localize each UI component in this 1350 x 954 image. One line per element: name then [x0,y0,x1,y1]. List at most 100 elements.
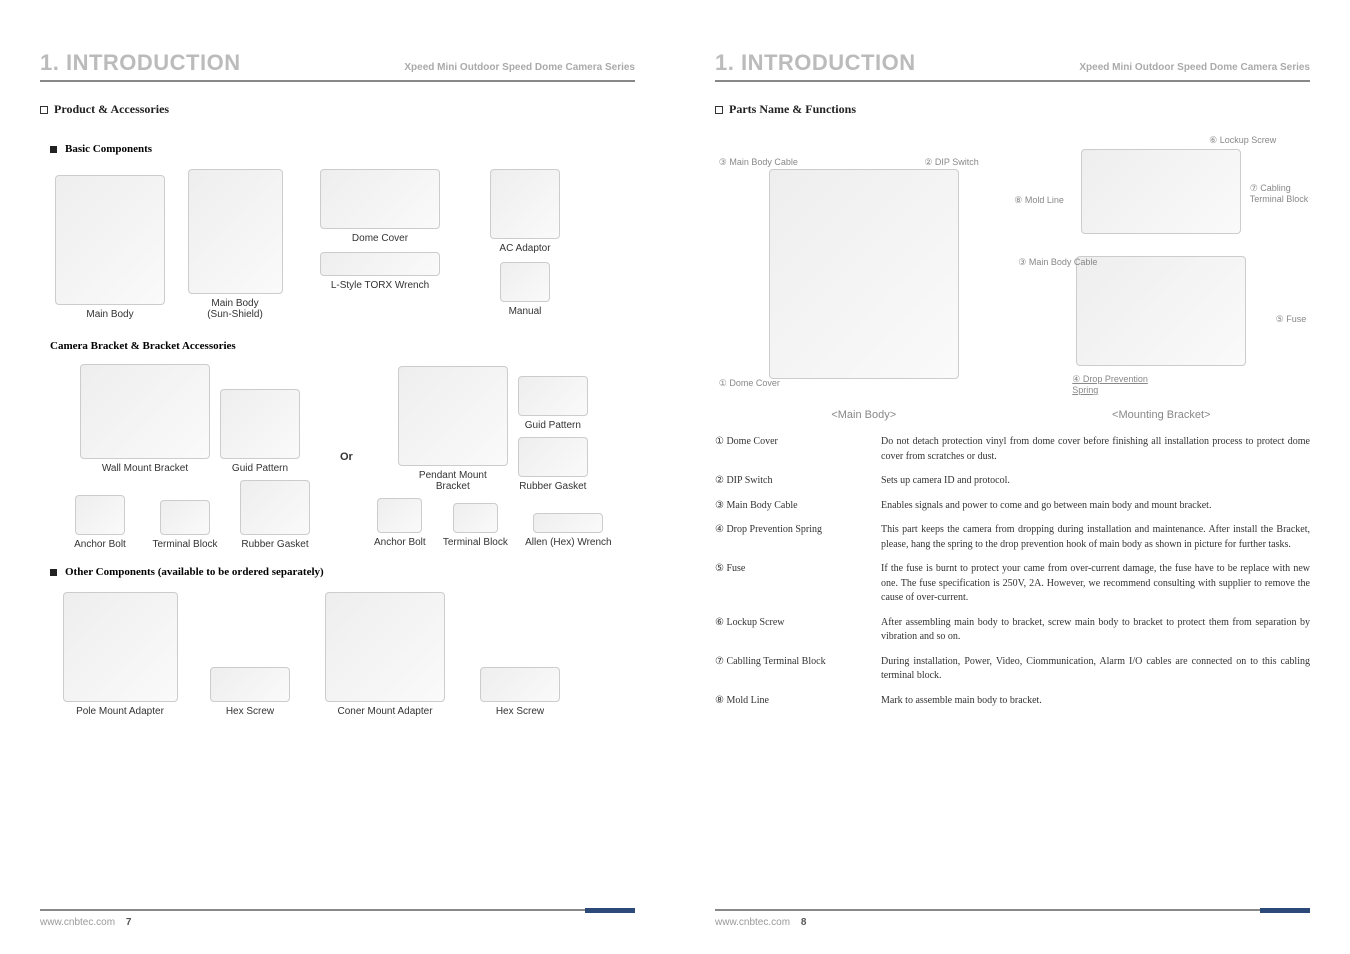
section-head-parts: Parts Name & Functions [715,102,1310,117]
basic-components-row: Main Body Main Body (Sun-Shield) Dome Co… [50,169,625,320]
anchor-bolt-label: Anchor Bolt [74,539,126,550]
or-label: Or [340,451,353,463]
anchor-bolt-2-label: Anchor Bolt [374,537,426,548]
part-name: ⑧ Mold Line [715,694,865,709]
caption-mounting-bracket: <Mounting Bracket> [1016,409,1306,421]
series-title: Xpeed Mini Outdoor Speed Dome Camera Ser… [404,62,635,73]
section-title-parts: Parts Name & Functions [729,102,856,117]
diagram-captions: <Main Body> <Mounting Bracket> [715,403,1310,421]
comp-allen-wrench: Allen (Hex) Wrench [521,513,616,548]
guid-pattern-image [220,389,300,459]
ac-adaptor-label: AC Adaptor [499,243,550,254]
wall-mount-label: Wall Mount Bracket [102,463,188,474]
pole-adapter-label: Pole Mount Adapter [76,706,164,717]
part-desc: Sets up camera ID and protocol. [881,474,1310,489]
comp-pole-adapter: Pole Mount Adapter [50,592,190,717]
sub-head-basic: Basic Components [50,143,635,155]
comp-manual: Manual [470,262,580,317]
terminal-block-image [160,500,210,535]
coner-adapter-label: Coner Mount Adapter [337,706,432,717]
sun-shield-image [188,169,283,294]
guid-pattern-2-image [518,376,588,416]
part-row: ④ Drop Prevention Spring This part keeps… [715,523,1310,552]
page-header: 1. INTRODUCTION Xpeed Mini Outdoor Speed… [40,50,635,82]
comp-guid-pattern-2: Guid Pattern [518,376,588,431]
coner-adapter-image [325,592,445,702]
comp-ac-adaptor: AC Adaptor [470,169,580,254]
sub-bullet-icon [50,146,57,153]
comp-hex-screw-1: Hex Screw [200,667,300,717]
allen-wrench-image [533,513,603,533]
anchor-bolt-2-image [377,498,422,533]
part-name: ⑦ Cablling Terminal Block [715,655,865,684]
comp-rubber-gasket: Rubber Gasket [235,480,315,550]
comp-wall-mount: Wall Mount Bracket [80,364,210,474]
main-body-diagram-wrap: ③ Main Body Cable ② DIP Switch ① Dome Co… [719,139,1009,399]
part-name: ③ Main Body Cable [715,499,865,514]
comp-anchor-bolt-2: Anchor Bolt [370,498,430,548]
torx-wrench-label: L-Style TORX Wrench [331,280,429,291]
comp-main-body-shield: Main Body (Sun-Shield) [180,169,290,320]
terminal-block-label: Terminal Block [152,539,217,550]
sun-shield-label: Main Body (Sun-Shield) [207,298,263,320]
main-body-label: Main Body [86,309,133,320]
part-desc: Enables signals and power to come and go… [881,499,1310,514]
comp-hex-screw-2: Hex Screw [470,667,570,717]
footer-url: www.cnbtec.com [40,917,115,928]
wall-mount-image [80,364,210,459]
footer-pagenum-8: 8 [801,917,807,928]
comp-dome-cover: Dome Cover [300,169,460,244]
part-name: ② DIP Switch [715,474,865,489]
hex-screw-1-label: Hex Screw [226,706,274,717]
part-row: ① Dome Cover Do not detach protection vi… [715,435,1310,464]
terminal-block-2-label: Terminal Block [443,537,508,548]
part-row: ⑤ Fuse If the fuse is burnt to protect y… [715,562,1310,606]
part-desc: This part keeps the camera from dropping… [881,523,1310,552]
part-name: ⑥ Lockup Screw [715,616,865,645]
manual-image [500,262,550,302]
pole-adapter-image [63,592,178,702]
page-footer-7: www.cnbtec.com 7 [40,909,635,928]
mount-bracket-diagram-wrap: ⑥ Lockup Screw ⑧ Mold Line ⑦ Cabling Ter… [1016,139,1306,399]
comp-guid-pattern: Guid Pattern [220,389,300,474]
page-header-8: 1. INTRODUCTION Xpeed Mini Outdoor Speed… [715,50,1310,82]
annot-dip-switch: ② DIP Switch [924,157,978,168]
annot-mold-line: ⑧ Mold Line [1014,195,1064,206]
part-row: ② DIP Switch Sets up camera ID and proto… [715,474,1310,489]
annot-main-body-cable: ③ Main Body Cable [719,157,798,168]
bracket-left-group: Wall Mount Bracket Guid Pattern Anchor B… [50,364,330,550]
comp-main-body: Main Body [50,169,170,320]
bracket-right-group: Pendant Mount Bracket Guid Pattern Rubbe… [363,366,623,548]
footer-rule [40,909,635,911]
page-footer-8: www.cnbtec.com 8 [715,909,1310,928]
section-bullet-icon-2 [715,106,723,114]
part-row: ⑥ Lockup Screw After assembling main bod… [715,616,1310,645]
part-desc: Do not detach protection vinyl from dome… [881,435,1310,464]
allen-wrench-label: Allen (Hex) Wrench [525,537,612,548]
rubber-gasket-image [240,480,310,535]
comp-torx-wrench: L-Style TORX Wrench [300,252,460,291]
annot-drop-spring: ④ Drop Prevention Spring [1072,374,1148,395]
annot-dome-cover: ① Dome Cover [719,378,780,389]
main-body-image [55,175,165,305]
chapter-title: 1. INTRODUCTION [40,50,241,76]
section-head-product: Product & Accessories [40,102,635,117]
caption-main-body: <Main Body> [719,409,1009,421]
annot-cabling-tb: ⑦ Cabling Terminal Block [1250,183,1309,204]
hex-screw-2-label: Hex Screw [496,706,544,717]
rubber-gasket-2-image [518,437,588,477]
hex-screw-1-image [210,667,290,702]
rubber-gasket-label: Rubber Gasket [241,539,308,550]
camera-bracket-title: Camera Bracket & Bracket Accessories [50,340,635,352]
bracket-accessories-row: Wall Mount Bracket Guid Pattern Anchor B… [50,364,625,550]
comp-terminal-block: Terminal Block [145,500,225,550]
pendant-mount-label: Pendant Mount Bracket [419,470,487,492]
rubber-gasket-2-label: Rubber Gasket [519,481,586,492]
comp-col-center: Dome Cover L-Style TORX Wrench [300,169,460,320]
chapter-title-8: 1. INTRODUCTION [715,50,916,76]
annot-main-body-cable-2: ③ Main Body Cable [1018,257,1097,268]
part-row: ⑧ Mold Line Mark to assemble main body t… [715,694,1310,709]
dome-cover-label: Dome Cover [352,233,408,244]
other-components-row: Pole Mount Adapter Hex Screw Coner Mount… [50,592,625,717]
comp-anchor-bolt: Anchor Bolt [65,495,135,550]
